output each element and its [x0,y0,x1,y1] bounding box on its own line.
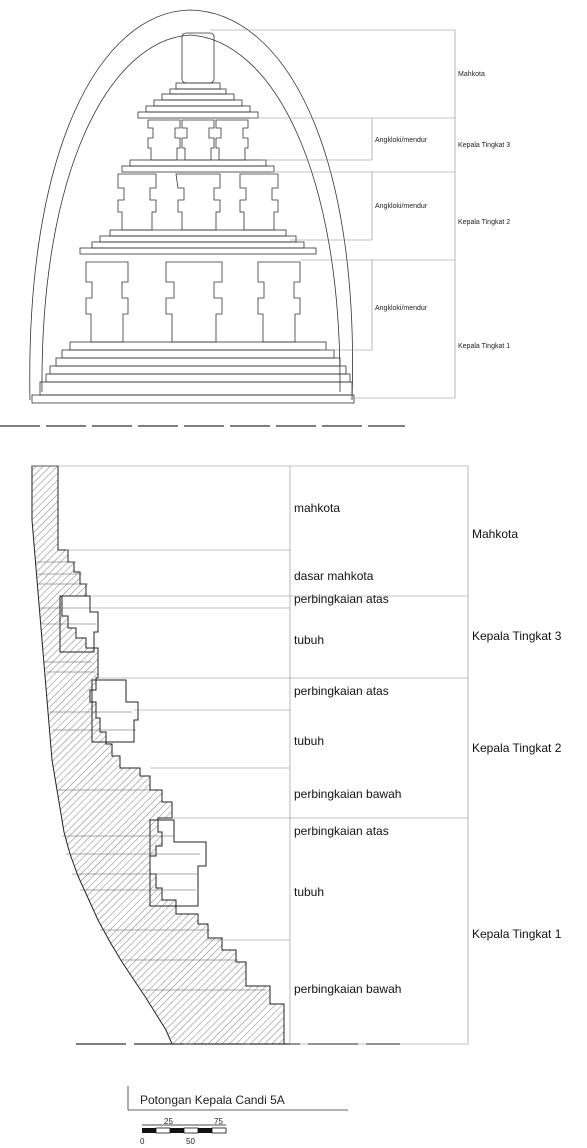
scale-tick-25: 25 [164,1117,173,1126]
section-label-perbingkaian-atas-2: perbingkaian atas [294,684,389,698]
section-label-perbingkaian-atas-1: perbingkaian atas [294,824,389,838]
stepped-tiers [39,93,353,396]
section-cut-profile [31,465,285,1045]
section-label-tubuh-2: tubuh [294,734,324,748]
section-group-head-3: Kepala Tingkat 3 [472,629,562,643]
section-group-head-2: Kepala Tingkat 2 [472,741,562,755]
section-label-dasar-mahkota: dasar mahkota [294,569,374,583]
inner-dome-outline [41,34,341,393]
scale-tick-50: 50 [186,1137,195,1146]
elev-label-ornament-3: Angkloki/mendur [375,137,428,144]
section-group-mahkota: Mahkota [472,527,518,541]
section-group-head-1: Kepala Tingkat 1 [472,927,562,941]
elev-label-ornament-1: Angkloki/mendur [375,305,428,312]
base-plinth [31,394,355,404]
outer-dome-outline [29,9,353,401]
elev-label-head-2: Kepala Tingkat 2 [458,219,510,226]
section-step-lines [36,561,266,991]
elev-label-ornament-2: Angkloki/mendur [375,203,428,210]
ornament-row-3 [147,119,249,161]
section-label-mahkota: mahkota [294,501,340,515]
scale-tick-75: 75 [214,1117,223,1126]
scale-tick-0: 0 [140,1137,145,1146]
ornament-row-2 [117,173,279,231]
caption-title: Potongan Kepala Candi 5A [140,1093,285,1107]
ornament-row-1 [85,261,301,343]
section-label-tubuh-3: tubuh [294,633,324,647]
crown-finial [169,32,227,95]
section-label-perbingkaian-bawah-2: perbingkaian bawah [294,787,401,801]
section-dimension-lines [32,465,469,1045]
section-label-tubuh-1: tubuh [294,885,324,899]
elevation-dimension-lines [210,29,456,399]
elevation-drawing: Mahkota Angkloki/mendur Kepala Tingkat 3… [0,9,510,427]
caption-block: Potongan Kepala Candi 5A 0 25 50 75 [127,1086,348,1146]
section-drawing: mahkota dasar mahkota perbingkaian atas … [31,465,562,1045]
section-label-perbingkaian-bawah-1: perbingkaian bawah [294,982,401,996]
elev-label-head-3: Kepala Tingkat 3 [458,142,510,149]
elev-label-head-1: Kepala Tingkat 1 [458,343,510,350]
section-label-perbingkaian-atas-3: perbingkaian atas [294,592,389,606]
elev-label-crown: Mahkota [458,71,485,78]
scale-bar: 0 25 50 75 [140,1117,227,1146]
